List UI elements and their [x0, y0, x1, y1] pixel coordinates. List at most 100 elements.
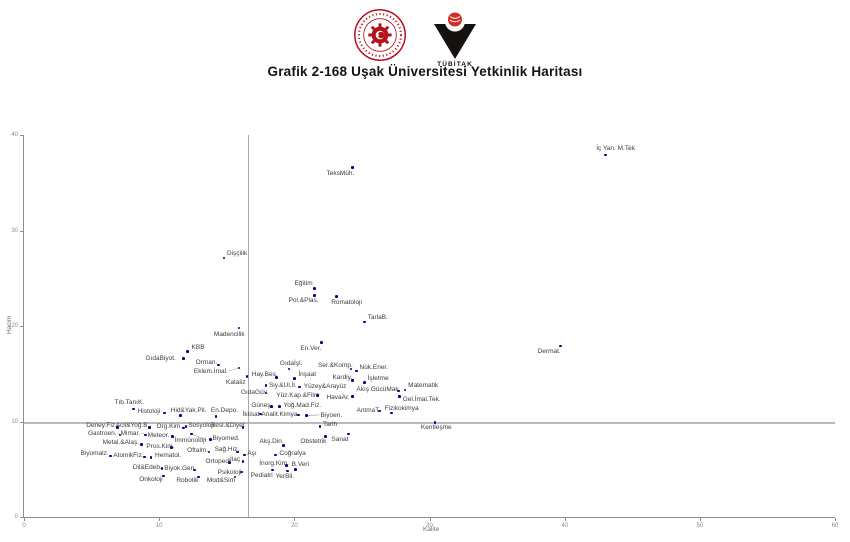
data-point	[298, 385, 302, 389]
x-tick-label: 40	[561, 523, 568, 529]
point-label: Yoğ.Mad.Fiz.	[283, 402, 322, 410]
point-label: İnorg.Kim.	[259, 460, 289, 468]
point-label: Pros.Kim.	[146, 443, 175, 451]
point-label: Gel.İmal.Tek.	[402, 395, 441, 403]
point-label: Deney.Fiz.	[86, 422, 117, 430]
data-point	[390, 411, 393, 415]
data-point	[259, 412, 262, 416]
point-label: Sosyoloji	[188, 422, 215, 430]
data-point	[245, 375, 249, 378]
point-label: AtomikFiz.	[113, 451, 144, 459]
data-point	[274, 453, 277, 457]
point-label: Biyoen.	[320, 411, 343, 419]
data-point	[397, 389, 400, 393]
point-label: Pol.&Plas.	[288, 297, 319, 305]
data-point	[293, 377, 296, 380]
data-point	[559, 344, 562, 348]
report-header: TÜBİTAK Grafik 2-168 Uşak Üniversitesi Y…	[0, 0, 850, 110]
point-label: İnşaat	[298, 370, 317, 378]
x-tick	[24, 518, 25, 521]
data-point	[228, 461, 231, 464]
point-label: Matematik	[408, 381, 439, 389]
data-point	[115, 425, 119, 429]
y-tick	[20, 421, 23, 423]
ministry-emblem-icon	[354, 9, 406, 61]
point-label: HavaAr.	[326, 393, 350, 401]
data-point	[217, 363, 220, 367]
data-point	[363, 320, 366, 324]
data-point	[209, 438, 212, 441]
point-label: YerBil.	[275, 473, 295, 481]
ministry-emblem-logo	[352, 6, 408, 69]
data-point	[237, 366, 241, 370]
data-point	[148, 425, 151, 429]
data-point	[170, 445, 173, 449]
point-label: Ser.&Komp.	[318, 361, 353, 369]
data-point	[222, 256, 226, 260]
point-label: Metal.&Alaş.	[102, 439, 140, 447]
y-axis-line	[23, 135, 24, 518]
data-point	[132, 407, 135, 411]
data-point	[313, 294, 316, 297]
data-point	[140, 443, 143, 446]
data-point	[351, 379, 354, 382]
point-label: Analit.Kimya	[261, 410, 298, 418]
point-label: Meteor.	[147, 431, 170, 439]
point-label: Fizikokimya	[384, 404, 419, 412]
data-point	[287, 367, 291, 371]
data-point	[233, 475, 237, 479]
point-label: Aşı	[247, 449, 257, 457]
data-point	[305, 414, 308, 418]
x-tick-label: 30	[426, 523, 433, 529]
data-point	[186, 350, 189, 354]
y-tick	[20, 517, 23, 518]
data-point	[603, 153, 607, 157]
data-point	[182, 426, 185, 430]
y-tick-label: 20	[11, 323, 18, 329]
data-point	[207, 450, 211, 454]
point-label: Mod&Sim	[206, 476, 236, 484]
x-tick-label: 50	[696, 523, 704, 529]
point-label: İç Yan. M.Tek	[596, 145, 635, 153]
point-label: Akış GücüMak.	[356, 385, 401, 393]
tubitak-logo-icon: TÜBİTAK	[434, 11, 476, 68]
data-point	[324, 435, 327, 439]
point-label: Kardiy.	[332, 374, 353, 382]
point-label: Onkoloji	[139, 475, 163, 483]
x-tick-label: 10	[155, 523, 163, 529]
data-point	[318, 424, 322, 428]
point-label: En.Ver.	[300, 345, 322, 353]
data-point	[241, 460, 245, 463]
point-label: Besl.&Diyet	[210, 422, 245, 430]
data-point	[378, 409, 381, 413]
data-point	[347, 432, 350, 436]
point-label: İktisat	[242, 410, 260, 418]
data-point	[278, 404, 281, 408]
point-label: Tarih	[323, 421, 338, 429]
data-point	[270, 404, 273, 408]
point-label: Sanat	[331, 435, 349, 443]
x-tick	[835, 518, 836, 521]
point-label: Biyomalz.	[80, 449, 109, 457]
data-point	[236, 450, 239, 454]
point-label: Oftalm.	[187, 447, 209, 455]
connector-line	[306, 414, 320, 417]
point-label: Robotik	[176, 476, 199, 484]
point-label: Gastroen.	[87, 429, 117, 437]
tubitak-wordmark: TÜBİTAK	[437, 59, 473, 68]
tubitak-logo: TÜBİTAK	[426, 6, 484, 73]
point-label: Ortopedi	[205, 457, 231, 465]
point-label: Tıb.TanıK.	[114, 399, 145, 407]
data-point	[118, 433, 122, 437]
point-label: KBB	[191, 343, 205, 351]
point-label: Kentleşme	[420, 424, 452, 432]
data-point	[163, 411, 166, 415]
point-label: GıdaBiyot.	[145, 355, 176, 363]
point-label: Hay.Bes.	[251, 370, 278, 378]
point-label: Sağ.Hiz.	[214, 446, 240, 454]
point-label: Dermat.	[537, 348, 561, 356]
data-point	[284, 464, 288, 467]
data-point	[190, 432, 193, 436]
